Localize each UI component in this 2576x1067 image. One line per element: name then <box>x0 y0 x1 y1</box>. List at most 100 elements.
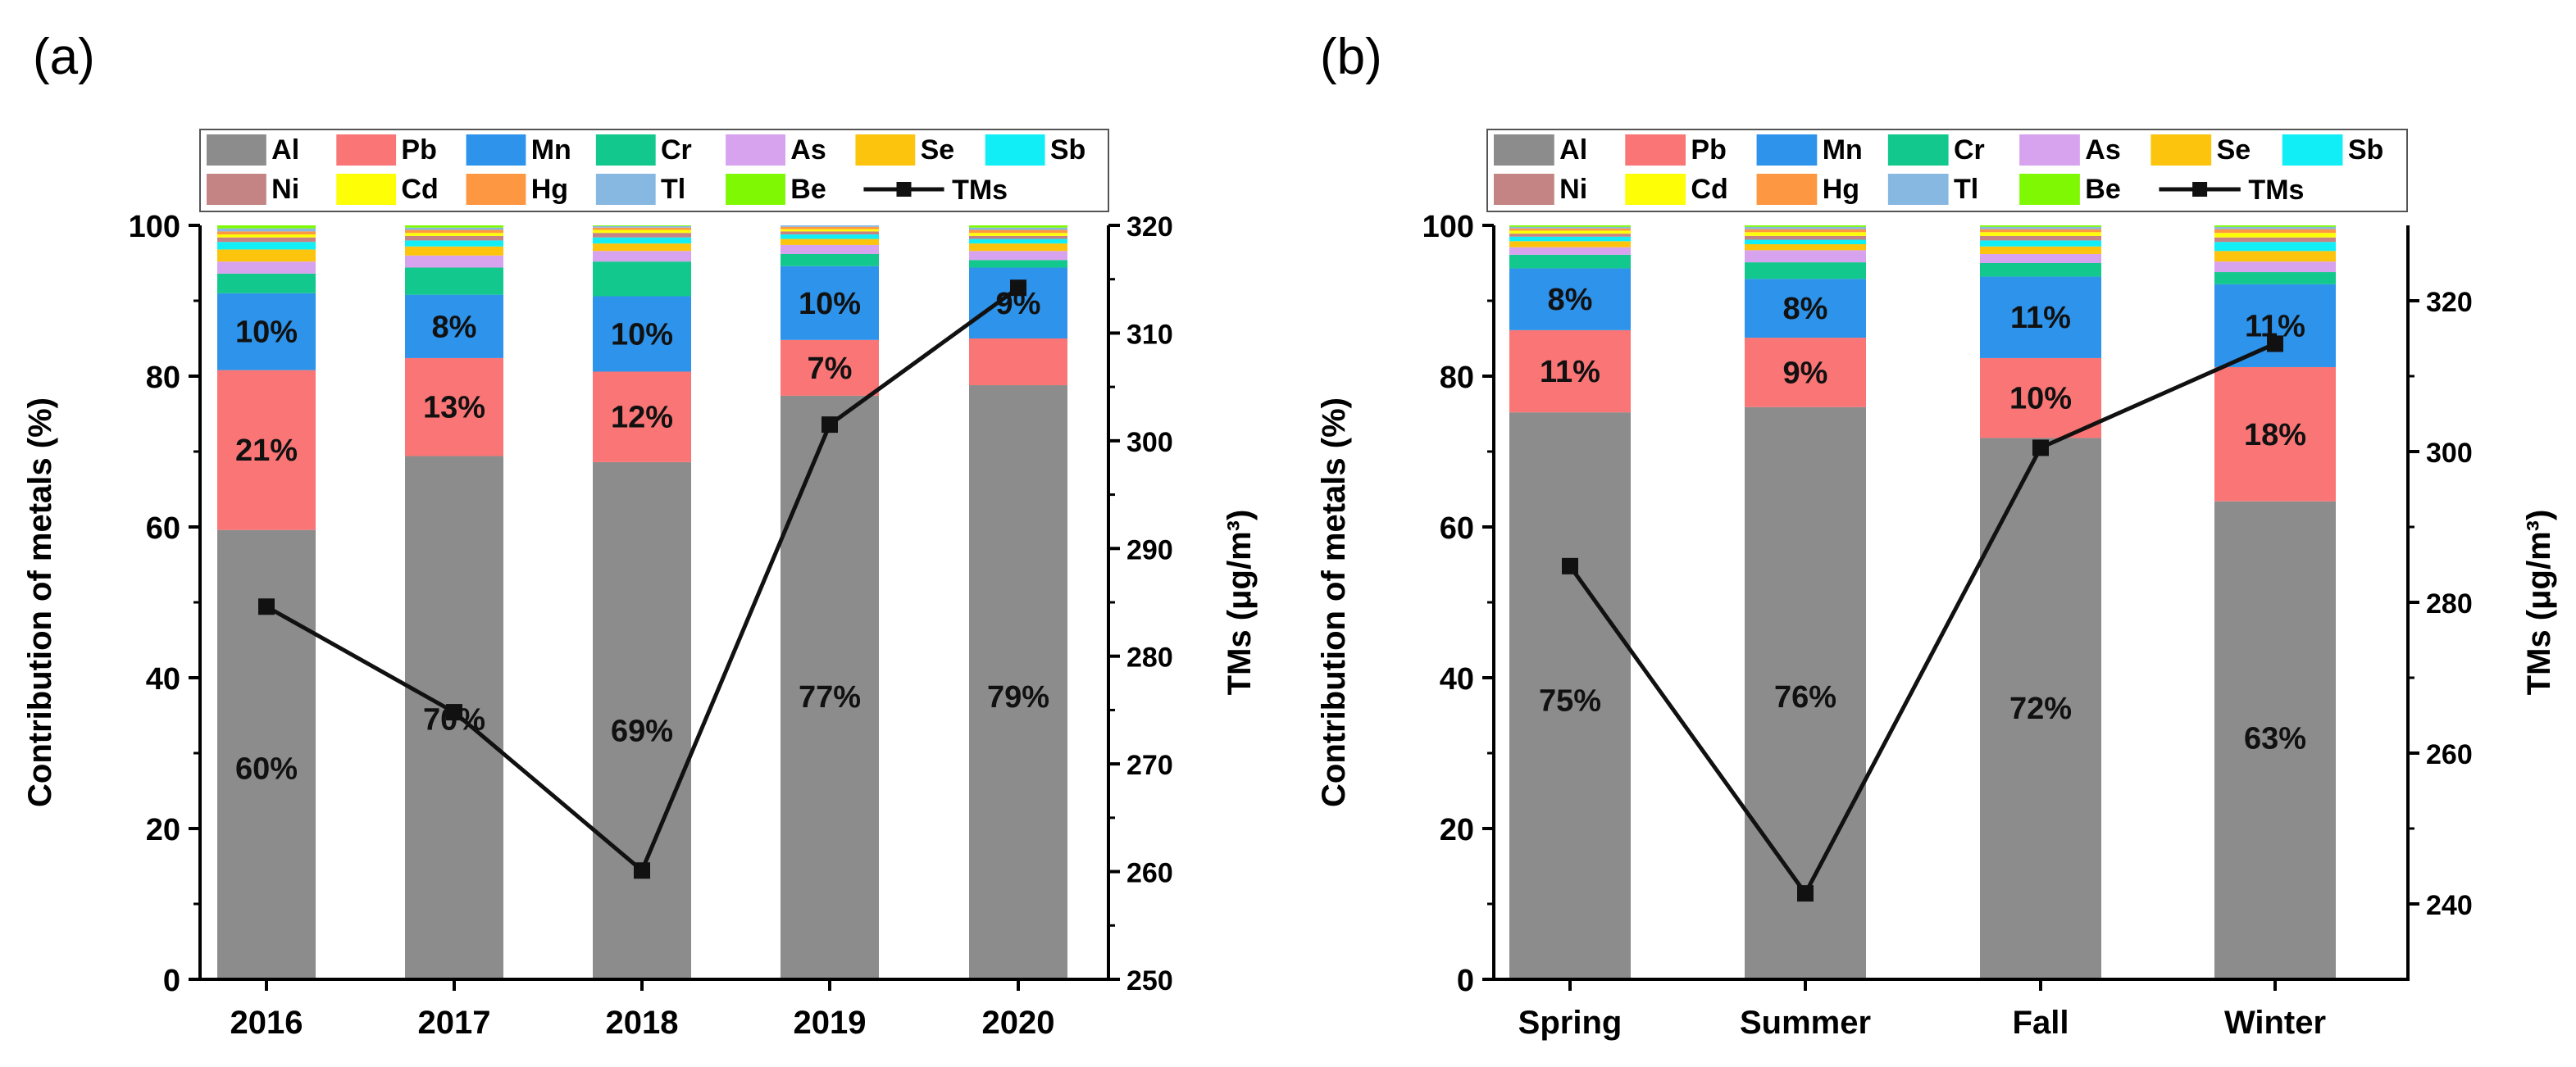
x-tick-label: 2017 <box>418 1005 491 1041</box>
bar-cr-spring <box>1509 254 1631 269</box>
bar-be-spring <box>1509 225 1631 227</box>
bar-hg-2016 <box>217 231 316 235</box>
legend-swatch-ni <box>207 174 266 205</box>
bar-sb-fall <box>1980 240 2101 247</box>
bar-cr-2018 <box>593 261 691 297</box>
legend-swatch-be <box>2019 174 2080 205</box>
legend-marker-tms <box>896 182 912 197</box>
bar-sb-2018 <box>593 237 691 244</box>
bar-se-2019 <box>781 238 879 245</box>
bar-tl-winter <box>2214 226 2336 229</box>
legend-swatch-al <box>1494 134 1554 166</box>
legend: Al Pb Mn Cr As Se Sb Ni Cd Hg Tl Be TMs <box>1486 129 2408 212</box>
y-tick-label: 100 <box>1422 210 1474 244</box>
bar-ni-fall <box>1980 235 2101 241</box>
bar-sb-2017 <box>405 240 503 247</box>
bar-label-mn: 11% <box>2010 301 2071 335</box>
legend-label-mn: Mn <box>1823 134 1863 166</box>
y-tick-label: 40 <box>146 662 180 697</box>
panel-a: (a)60%70%69%77%79%21%13%12%7%10%8%10%10%… <box>22 29 1258 1041</box>
bar-hg-2019 <box>781 226 879 229</box>
x-tick-label: Winter <box>2224 1005 2326 1041</box>
bar-mn-summer <box>1745 279 1866 338</box>
tms-marker-2019 <box>821 416 838 434</box>
bar-cr-summer <box>1745 262 1866 279</box>
bar-ni-spring <box>1509 234 1631 237</box>
bar-hg-spring <box>1509 228 1631 231</box>
x-tick-label: 2016 <box>230 1005 303 1041</box>
legend-swatch-as <box>2019 134 2080 166</box>
y2-tick-label: 310 <box>1126 319 1173 350</box>
y-tick-label: 80 <box>146 361 180 395</box>
bar-cr-fall <box>1980 263 2101 277</box>
bar-label-al: 72% <box>2009 692 2072 726</box>
bar-cr-2020 <box>969 260 1067 268</box>
legend-label-se: Se <box>921 134 955 166</box>
bar-cd-winter <box>2214 233 2336 238</box>
y2-tick-label: 300 <box>2426 438 2473 469</box>
bar-label-al: 76% <box>1774 680 1836 715</box>
legend-swatch-pb <box>1625 134 1686 166</box>
bar-be-2020 <box>969 225 1067 228</box>
legend: Al Pb Mn Cr As Se Sb Ni Cd Hg Tl Be TMs <box>199 129 1109 212</box>
bar-pb-2020 <box>969 338 1067 386</box>
bar-se-spring <box>1509 241 1631 247</box>
bar-cd-summer <box>1745 232 1866 236</box>
y-tick-label: 80 <box>1440 361 1474 395</box>
bar-pb-spring <box>1509 329 1631 413</box>
x-tick-label: Fall <box>2013 1005 2069 1041</box>
bar-mn-fall <box>1980 276 2101 358</box>
bar-se-2016 <box>217 249 316 262</box>
bar-hg-2020 <box>969 229 1067 234</box>
legend-swatch-be <box>726 174 785 205</box>
bar-hg-2018 <box>593 227 691 230</box>
panel-label: (b) <box>1320 29 1382 85</box>
bar-as-2019 <box>781 244 879 254</box>
legend-label-se: Se <box>2217 134 2251 166</box>
legend-swatch-se <box>2150 134 2212 166</box>
legend-label-hg: Hg <box>1823 174 1859 205</box>
bar-be-2016 <box>217 225 316 229</box>
bar-al-summer <box>1745 406 1866 980</box>
legend-swatch-hg <box>1756 174 1818 205</box>
x-tick-label: 2020 <box>982 1005 1055 1041</box>
bar-sb-winter <box>2214 242 2336 252</box>
bar-tl-spring <box>1509 226 1631 229</box>
bar-tl-2017 <box>405 227 503 230</box>
bar-mn-2016 <box>217 293 316 370</box>
bar-as-fall <box>1980 253 2101 263</box>
bar-label-pb: 7% <box>808 352 853 386</box>
bar-as-spring <box>1509 247 1631 255</box>
bar-al-2018 <box>593 461 691 979</box>
bar-mn-winter <box>2214 284 2336 367</box>
bar-pb-2016 <box>217 370 316 530</box>
legend-label-cd: Cd <box>1691 174 1727 205</box>
bar-label-al: 60% <box>235 751 298 786</box>
bar-ni-2018 <box>593 233 691 238</box>
tms-marker-2018 <box>634 862 650 879</box>
bar-pb-2019 <box>781 339 879 396</box>
legend-label-al: Al <box>1559 134 1587 166</box>
y2-tick-label: 280 <box>2426 588 2473 620</box>
bar-cd-fall <box>1980 232 2101 236</box>
bar-cd-2020 <box>969 233 1067 236</box>
bar-label-mn: 8% <box>432 310 477 344</box>
bar-se-2018 <box>593 243 691 252</box>
bar-as-summer <box>1745 250 1866 263</box>
bar-label-mn: 10% <box>235 316 298 350</box>
bar-al-spring <box>1509 412 1631 979</box>
bar-label-pb: 12% <box>611 401 673 435</box>
panel-label: (a) <box>33 29 95 85</box>
bar-mn-2017 <box>405 294 503 358</box>
legend-swatch-sb <box>2282 134 2343 166</box>
bar-label-al: 79% <box>987 680 1049 715</box>
bar-cr-2019 <box>781 253 879 266</box>
bar-hg-summer <box>1745 229 1866 233</box>
legend-label-pb: Pb <box>401 134 436 166</box>
bar-label-al: 75% <box>1539 684 1601 719</box>
legend-label-be: Be <box>790 174 826 205</box>
bar-tl-2019 <box>781 225 879 227</box>
legend-swatch-hg <box>466 174 526 205</box>
bar-pb-winter <box>2214 366 2336 502</box>
